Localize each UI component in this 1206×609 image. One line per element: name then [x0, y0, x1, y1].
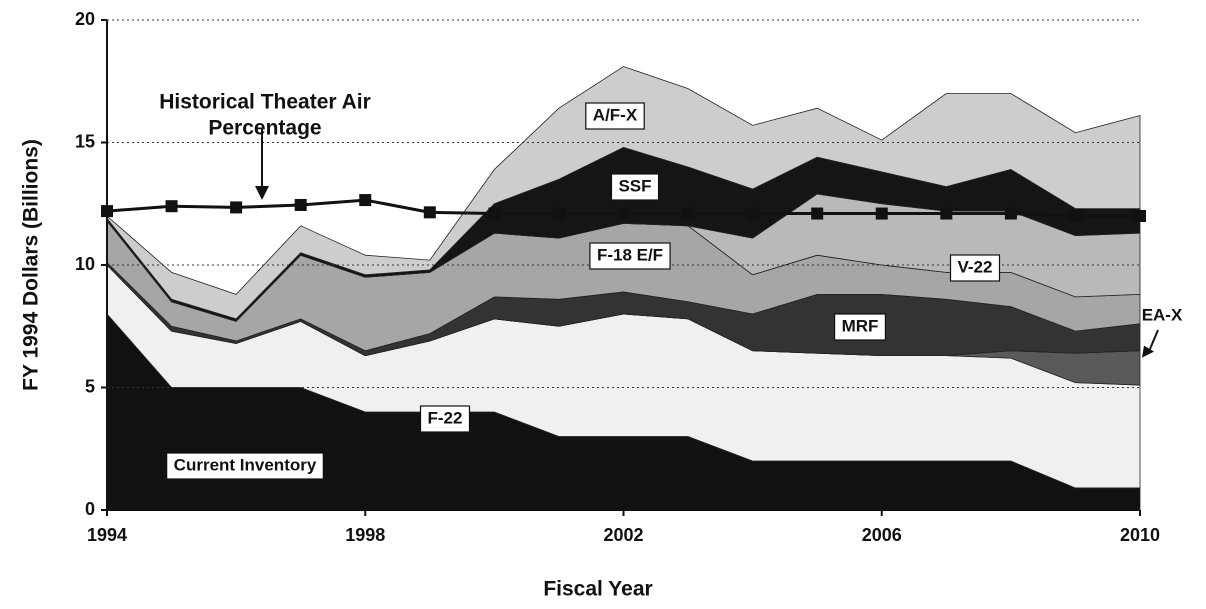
series-label: V-22 [949, 254, 1001, 282]
series-label: F-18 E/F [589, 242, 671, 270]
series-label-text: V-22 [958, 257, 993, 276]
series-label-text: Current Inventory [174, 455, 317, 474]
line-marker [294, 198, 307, 211]
x-tick-label: 2006 [862, 525, 902, 545]
line-marker [230, 201, 243, 214]
line-marker [359, 194, 372, 207]
x-tick-label: 2002 [603, 525, 643, 545]
x-tick-label: 2010 [1120, 525, 1160, 545]
line-marker [682, 207, 695, 220]
label-box [166, 452, 324, 480]
line-marker [165, 200, 178, 213]
line-marker [1134, 210, 1146, 222]
arrow-head [1142, 345, 1154, 358]
label-box [589, 242, 671, 270]
series-label: MRF [833, 313, 887, 341]
series-label: F-22 [419, 405, 471, 433]
series-label-text: SSF [618, 176, 651, 195]
line-marker [1004, 207, 1017, 220]
y-tick-label: 20 [75, 9, 95, 29]
line-marker [423, 206, 436, 219]
series-label: SSF [610, 173, 660, 201]
series-label-text: F-22 [428, 408, 463, 427]
line-marker [1069, 210, 1082, 222]
line-marker [488, 207, 501, 220]
series-label: A/F-X [585, 102, 645, 130]
annotation: Historical Theater Air [159, 91, 371, 114]
line-marker [875, 207, 888, 220]
annotation: Percentage [208, 117, 321, 140]
line-marker [811, 207, 824, 220]
series-label: EA-X [1142, 305, 1183, 324]
series-label-text: A/F-X [593, 105, 638, 124]
x-tick-label: 1994 [87, 525, 127, 545]
line-marker [101, 205, 113, 218]
area [106, 66, 1141, 320]
label-box [585, 102, 645, 130]
series-label-text: MRF [842, 316, 879, 335]
x-tick-label: 1998 [345, 525, 385, 545]
label-box [949, 254, 1001, 282]
arrow-head [255, 186, 269, 200]
line-marker [746, 207, 759, 220]
line-marker [940, 207, 953, 220]
label-box [610, 173, 660, 201]
series-label-text: F-18 E/F [597, 245, 663, 264]
line-marker [552, 207, 565, 220]
label-box [419, 405, 471, 433]
series-label: Current Inventory [166, 452, 324, 480]
y-tick-label: 5 [85, 376, 95, 396]
y-tick-label: 10 [75, 254, 95, 274]
x-axis-label: Fiscal Year [543, 578, 652, 601]
y-tick-label: 0 [85, 499, 95, 519]
line-marker [617, 207, 630, 220]
label-box [833, 313, 887, 341]
y-tick-label: 15 [75, 131, 95, 151]
y-axis-label: FY 1994 Dollars (Billions) [20, 139, 43, 391]
series-label-text: EA-X [1142, 305, 1183, 324]
